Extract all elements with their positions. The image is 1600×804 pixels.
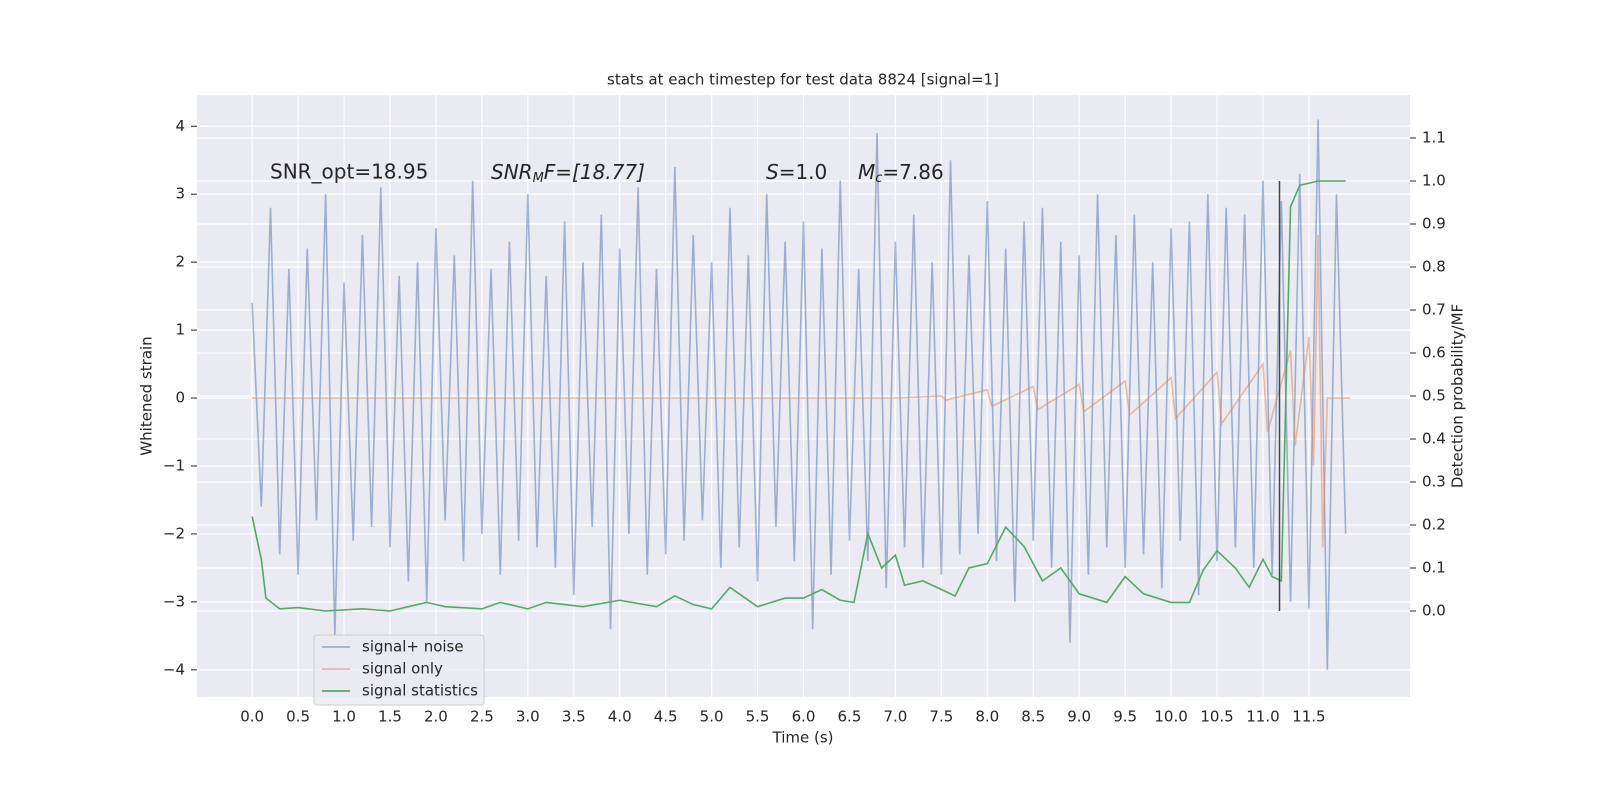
y2-tick-label: 0.5 xyxy=(1422,387,1446,405)
y2-tick-label: 0.7 xyxy=(1422,301,1446,319)
x-tick-label: 1.5 xyxy=(378,708,402,726)
y2-tick-label: 0.3 xyxy=(1422,473,1446,491)
x-tick-label: 6.0 xyxy=(792,708,816,726)
x-tick-label: 0.0 xyxy=(240,708,264,726)
grid xyxy=(197,95,1410,697)
x-tick-label: 5.0 xyxy=(700,708,724,726)
x-tick-label: 10.0 xyxy=(1154,708,1187,726)
y-tick-label: 4 xyxy=(175,117,185,135)
ticks: 0.0 0.5 1.0 1.5 2.0 2.5 3.0 3.5 4.0 4.5 5.0 5.5 6.0 6… xyxy=(163,117,1446,726)
x-tick-label: 4.5 xyxy=(654,708,678,726)
y-tick-label: −1 xyxy=(163,456,185,474)
y2-tick-label: 1.1 xyxy=(1422,129,1446,147)
x-tick-label: 4.0 xyxy=(608,708,632,726)
y2-axis-label: Detection probability/MF xyxy=(1449,304,1467,488)
y2-tick-label: 0.4 xyxy=(1422,430,1446,448)
x-axis-label: Time (s) xyxy=(772,729,834,747)
x-tick-label: 1.0 xyxy=(332,708,356,726)
series-line xyxy=(252,234,1351,548)
y2-tick-label: 0.6 xyxy=(1422,344,1446,362)
annotation-part: M xyxy=(858,160,875,184)
y-tick-label: −4 xyxy=(163,660,185,678)
marks xyxy=(251,119,1351,670)
x-tick-label: 3.0 xyxy=(516,708,540,726)
x-tick-label: 8.5 xyxy=(1021,708,1045,726)
annotation: Mc=7.86 xyxy=(858,160,944,186)
x-tick-label: 9.0 xyxy=(1067,708,1091,726)
x-tick-label: 9.5 xyxy=(1113,708,1137,726)
y-tick-label: 3 xyxy=(175,185,185,203)
x-tick-label: 2.0 xyxy=(424,708,448,726)
y2-tick-label: 0.9 xyxy=(1422,215,1446,233)
annotation-part: M xyxy=(533,171,544,186)
annotation: SNRMF=[18.77] xyxy=(491,160,645,186)
annotation-part: F=[18.77] xyxy=(544,160,645,184)
series-line xyxy=(251,119,1347,670)
y-tick-label: −2 xyxy=(163,524,185,542)
y2-tick-label: 0.2 xyxy=(1422,516,1446,534)
legend-label: signal+ noise xyxy=(362,638,464,656)
y-tick-label: 0 xyxy=(175,389,185,407)
annotation-part: =1.0 xyxy=(779,160,828,184)
y-tick-label: 2 xyxy=(175,253,185,271)
annotation-part: c xyxy=(875,171,882,186)
y2-tick-label: 0.0 xyxy=(1422,602,1446,620)
y-tick-label: −3 xyxy=(163,592,185,610)
y2-tick-label: 0.1 xyxy=(1422,559,1446,577)
legend-label: signal only xyxy=(362,660,443,678)
x-tick-label: 7.5 xyxy=(929,708,953,726)
x-tick-label: 7.0 xyxy=(883,708,907,726)
legend-label: signal statistics xyxy=(362,682,478,700)
x-tick-label: 6.5 xyxy=(838,708,862,726)
x-tick-label: 8.0 xyxy=(975,708,999,726)
annotation-part: SNR xyxy=(491,160,533,184)
annotation-part: =7.86 xyxy=(882,160,943,184)
x-tick-label: 0.5 xyxy=(286,708,310,726)
y2-tick-label: 1.0 xyxy=(1422,172,1446,190)
x-tick-label: 2.5 xyxy=(470,708,494,726)
x-tick-label: 11.0 xyxy=(1246,708,1279,726)
y-axis-label: Whitened strain xyxy=(138,336,156,455)
y-tick-label: 1 xyxy=(175,321,185,339)
legend-box xyxy=(313,634,485,706)
legend: signal+ noise signal only signal statistic… xyxy=(313,634,485,706)
x-tick-label: 5.5 xyxy=(746,708,770,726)
x-tick-label: 3.5 xyxy=(562,708,586,726)
x-tick-label: 10.5 xyxy=(1200,708,1233,726)
annotation-part: S xyxy=(766,160,779,184)
y2-tick-label: 0.8 xyxy=(1422,258,1446,276)
series-line xyxy=(251,180,1346,612)
chart-title: stats at each timestep for test data 882… xyxy=(607,71,999,89)
x-tick-label: 11.5 xyxy=(1292,708,1325,726)
annotation: S=1.0 xyxy=(766,160,827,184)
annotation: SNR_opt=18.95 xyxy=(270,160,428,184)
